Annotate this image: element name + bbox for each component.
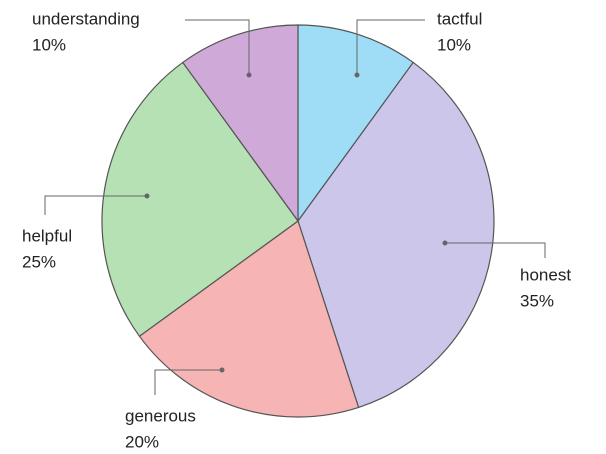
leader-line (356, 19, 425, 75)
slice-value-label: 10% (32, 35, 66, 54)
slice-value-label: 35% (520, 291, 554, 310)
slice-label: helpful (22, 226, 72, 245)
slice-label: generous (125, 406, 196, 425)
leader-line (445, 242, 546, 258)
slice-label: honest (520, 265, 571, 284)
pie-slice (101, 61, 299, 338)
slice-value-label: 20% (125, 432, 159, 451)
pie-slice (138, 220, 360, 418)
slice-value-label: 25% (22, 252, 56, 271)
leader-dot (219, 367, 225, 373)
leader-line (154, 369, 222, 395)
leader-dot (354, 72, 360, 78)
leader-line (44, 195, 147, 215)
leader-dot (246, 72, 252, 78)
leader-dot (442, 240, 448, 246)
leader-dot (144, 193, 150, 199)
pie-slice (297, 61, 495, 409)
pie-slice (181, 24, 299, 223)
slice-value-label: 10% (437, 35, 471, 54)
slice-label: tactful (437, 9, 482, 28)
slice-label: understanding (32, 9, 140, 28)
pie-slice (297, 24, 415, 223)
leader-line (185, 19, 250, 75)
